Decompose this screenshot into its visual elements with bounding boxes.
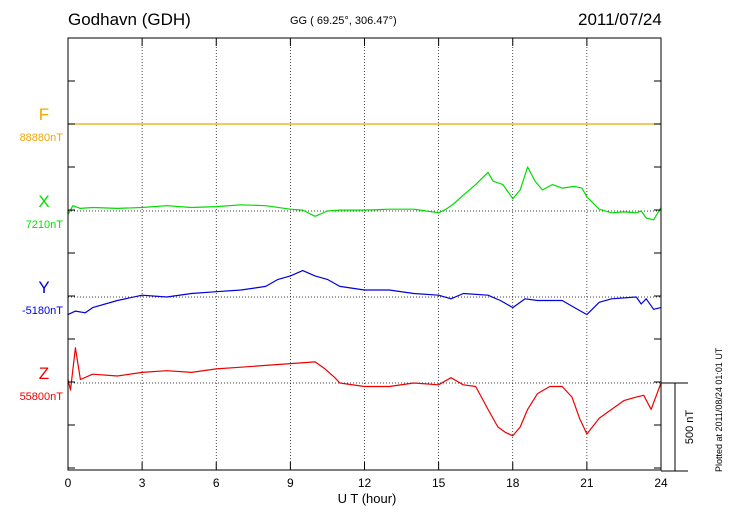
series-group: F 88880nT X 7210nT Y -5180nT Z 55800nT bbox=[20, 105, 662, 437]
x-tick-label: 21 bbox=[580, 476, 594, 490]
series-line-y bbox=[67, 270, 662, 316]
grid bbox=[68, 38, 661, 470]
x-tick-label: 15 bbox=[432, 476, 446, 490]
x-tick-label: 18 bbox=[506, 476, 520, 490]
series-name-x: X bbox=[38, 192, 49, 211]
series-baseline-z: 55800nT bbox=[20, 391, 64, 403]
series-name-z: Z bbox=[39, 364, 49, 383]
series-name-y: Y bbox=[38, 278, 49, 297]
x-tick-label: 24 bbox=[654, 476, 668, 490]
x-tick-label: 9 bbox=[287, 476, 294, 490]
station-title: Godhavn (GDH) bbox=[68, 10, 191, 29]
coordinates-label: GG ( 69.25°, 306.47°) bbox=[290, 15, 397, 27]
x-tick-label: 0 bbox=[65, 476, 72, 490]
x-tick-label: 6 bbox=[213, 476, 220, 490]
series-baseline-x: 7210nT bbox=[26, 219, 64, 231]
x-axis: 0 3 6 9 12 15 18 21 24 bbox=[65, 38, 668, 490]
x-axis-label: U T (hour) bbox=[338, 491, 397, 506]
x-tick-label: 12 bbox=[358, 476, 372, 490]
series-line-z bbox=[67, 347, 662, 437]
series-baseline-f: 88880nT bbox=[20, 132, 64, 144]
series-baseline-y: -5180nT bbox=[22, 305, 63, 317]
scale-bar-label: 500 nT bbox=[684, 410, 696, 445]
series-name-f: F bbox=[39, 105, 49, 124]
scale-bar: 500 nT bbox=[661, 382, 696, 472]
series-line-x bbox=[67, 166, 662, 221]
x-tick-label: 3 bbox=[139, 476, 146, 490]
date-label: 2011/07/24 bbox=[578, 10, 662, 29]
